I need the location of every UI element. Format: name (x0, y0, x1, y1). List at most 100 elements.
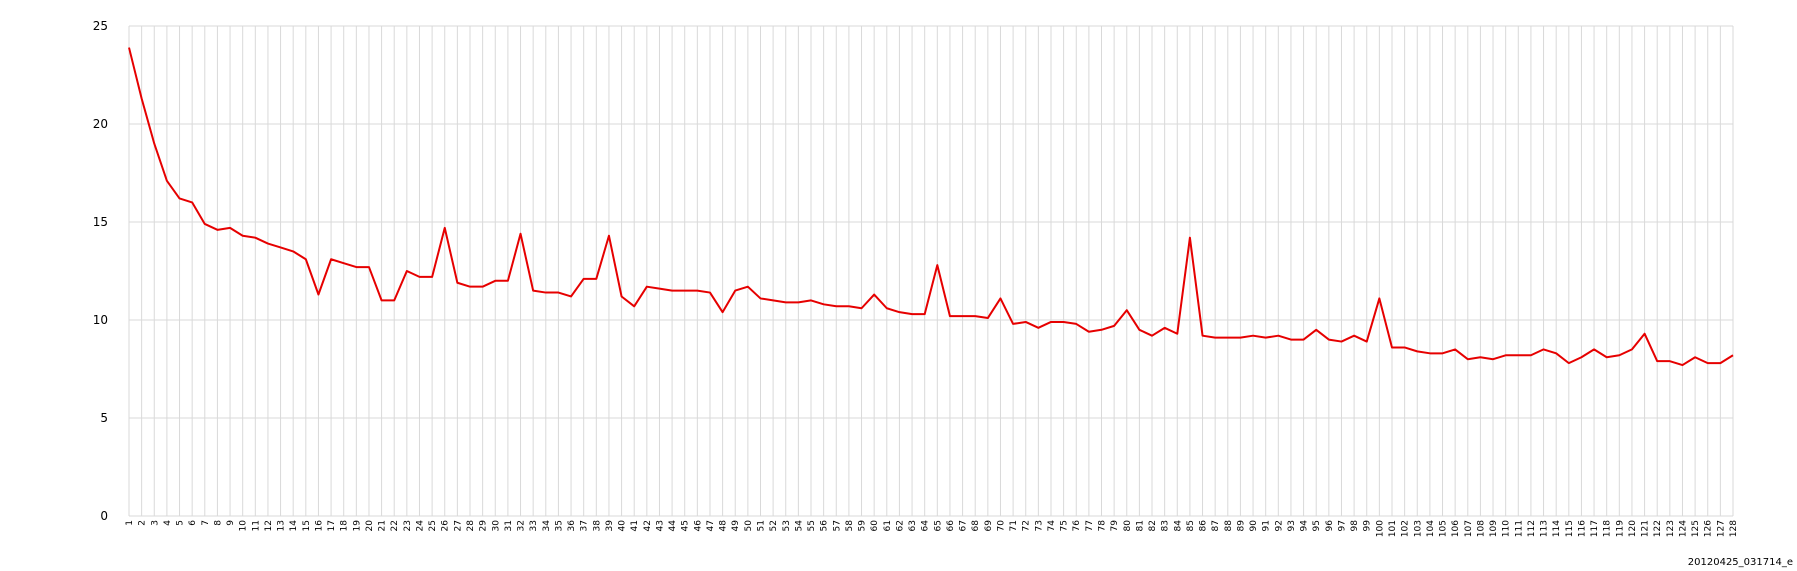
x-tick-label: 87 (1211, 520, 1221, 531)
x-tick-label: 84 (1173, 520, 1183, 532)
x-tick-label: 13 (277, 520, 287, 531)
x-tick-label: 50 (744, 520, 754, 532)
x-tick-label: 11 (251, 520, 261, 531)
x-tick-label: 35 (554, 520, 564, 531)
x-tick-label: 120 (1628, 520, 1638, 537)
x-tick-label: 124 (1678, 520, 1688, 537)
x-tick-label: 6 (188, 520, 198, 526)
x-tick-label: 93 (1287, 520, 1297, 531)
chart-grid (128, 25, 1734, 517)
x-tick-label: 88 (1224, 520, 1234, 532)
x-tick-label: 49 (731, 520, 741, 532)
y-tick-label: 25 (93, 19, 108, 33)
x-tick-label: 95 (1312, 520, 1322, 531)
x-tick-label: 33 (529, 520, 539, 531)
x-tick-label: 112 (1527, 520, 1537, 537)
x-tick-label: 121 (1641, 520, 1651, 537)
x-tick-label: 53 (782, 520, 792, 531)
x-tick-label: 51 (756, 520, 766, 531)
x-tick-label: 54 (794, 520, 804, 532)
x-tick-label: 1 (125, 520, 135, 526)
x-tick-label: 100 (1375, 520, 1385, 537)
image-caption: 20120425_031714_e (1687, 557, 1793, 568)
y-tick-label: 20 (93, 117, 108, 131)
x-tick-label: 79 (1110, 520, 1120, 532)
x-tick-label: 127 (1716, 520, 1726, 537)
x-tick-label: 12 (264, 520, 274, 531)
x-tick-label: 38 (592, 520, 602, 532)
y-axis-ticks: 0 5 10 15 20 25 (93, 19, 108, 523)
x-tick-label: 67 (959, 520, 969, 531)
x-tick-label: 70 (996, 520, 1006, 532)
x-tick-label: 60 (870, 520, 880, 532)
x-tick-label: 101 (1388, 520, 1398, 537)
x-tick-label: 34 (542, 520, 552, 532)
x-tick-label: 32 (517, 520, 527, 531)
x-tick-label: 16 (314, 520, 324, 532)
series-layer (128, 47, 1734, 367)
x-tick-label: 25 (428, 520, 438, 531)
x-tick-label: 24 (415, 520, 425, 532)
x-tick-label: 41 (630, 520, 640, 531)
x-tick-label: 57 (832, 520, 842, 531)
x-tick-label: 64 (921, 520, 931, 532)
x-tick-label: 123 (1666, 520, 1676, 537)
x-tick-label: 59 (858, 520, 868, 532)
x-tick-label: 117 (1590, 520, 1600, 537)
x-tick-label: 111 (1514, 520, 1524, 537)
x-tick-label: 114 (1552, 520, 1562, 537)
x-tick-label: 94 (1300, 520, 1310, 532)
x-tick-label: 83 (1161, 520, 1171, 531)
x-tick-label: 126 (1704, 520, 1714, 537)
x-tick-label: 78 (1098, 520, 1108, 532)
x-tick-label: 47 (706, 520, 716, 531)
x-tick-label: 125 (1691, 520, 1701, 537)
x-tick-label: 105 (1439, 520, 1449, 537)
x-tick-label: 45 (681, 520, 691, 531)
x-tick-label: 9 (226, 520, 236, 526)
x-tick-label: 115 (1565, 520, 1575, 537)
x-tick-label: 5 (176, 520, 186, 526)
x-tick-label: 20 (365, 520, 375, 532)
x-tick-label: 66 (946, 520, 956, 532)
x-tick-label: 21 (378, 520, 388, 531)
x-tick-label: 61 (883, 520, 893, 531)
x-tick-label: 72 (1022, 520, 1032, 531)
x-tick-label: 19 (352, 520, 362, 532)
x-tick-label: 98 (1350, 520, 1360, 532)
x-tick-label: 28 (466, 520, 476, 532)
x-tick-label: 118 (1603, 520, 1613, 537)
x-tick-label: 37 (580, 520, 590, 531)
x-tick-label: 80 (1123, 520, 1133, 532)
y-tick-label: 5 (100, 411, 108, 425)
x-tick-label: 73 (1034, 520, 1044, 531)
x-tick-label: 17 (327, 520, 337, 531)
x-tick-label: 102 (1401, 520, 1411, 537)
x-tick-label: 103 (1413, 520, 1423, 537)
x-tick-label: 55 (807, 520, 817, 531)
x-tick-label: 58 (845, 520, 855, 532)
x-tick-label: 68 (971, 520, 981, 532)
x-tick-label: 52 (769, 520, 779, 531)
x-tick-label: 119 (1615, 520, 1625, 537)
x-tick-label: 82 (1148, 520, 1158, 531)
x-tick-label: 36 (567, 520, 577, 532)
x-axis-ticks: 1 2 3 4 5 6 7 8 9 10 11 12 13 14 15 16 17 18 19 20 21 22 23 24 2… (125, 520, 1739, 537)
x-tick-label: 108 (1476, 520, 1486, 537)
x-tick-label: 48 (719, 520, 729, 532)
x-tick-label: 10 (239, 520, 249, 532)
x-tick-label: 86 (1199, 520, 1209, 532)
x-tick-label: 3 (150, 520, 160, 526)
x-tick-label: 77 (1085, 520, 1095, 531)
series-line (128, 47, 1734, 367)
x-tick-label: 75 (1060, 520, 1070, 531)
x-tick-label: 31 (504, 520, 514, 531)
x-tick-label: 23 (403, 520, 413, 531)
x-tick-label: 56 (820, 520, 830, 532)
x-tick-label: 74 (1047, 520, 1057, 532)
x-tick-label: 97 (1337, 520, 1347, 531)
x-tick-label: 46 (693, 520, 703, 532)
x-tick-label: 15 (302, 520, 312, 531)
x-tick-label: 18 (340, 520, 350, 532)
